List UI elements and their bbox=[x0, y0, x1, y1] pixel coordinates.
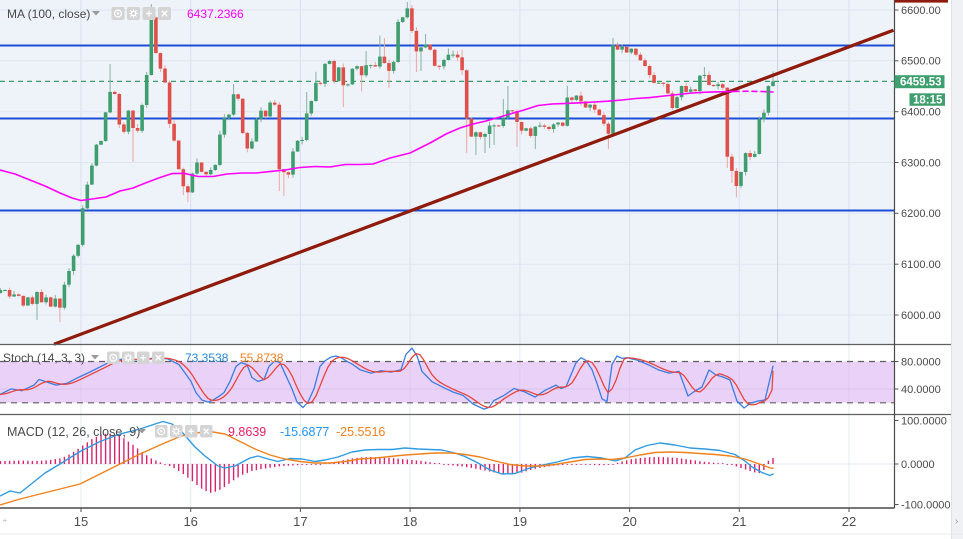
svg-text:80.0000: 80.0000 bbox=[901, 356, 941, 368]
svg-text:19: 19 bbox=[513, 514, 527, 529]
svg-text:0.0000: 0.0000 bbox=[901, 459, 935, 471]
svg-text:Stoch (14, 3, 3): Stoch (14, 3, 3) bbox=[3, 351, 85, 365]
svg-text:6200.00: 6200.00 bbox=[901, 208, 941, 220]
svg-text:6459.53: 6459.53 bbox=[900, 77, 942, 89]
svg-text:6000.00: 6000.00 bbox=[901, 310, 941, 322]
svg-text:73.3538: 73.3538 bbox=[185, 351, 229, 365]
svg-text:15: 15 bbox=[74, 514, 88, 529]
svg-text:⌃: ⌃ bbox=[1, 518, 9, 528]
svg-text:6400.00: 6400.00 bbox=[901, 107, 941, 119]
svg-text:-15.6877: -15.6877 bbox=[280, 425, 329, 439]
svg-text:20: 20 bbox=[622, 514, 636, 529]
svg-text:6100.00: 6100.00 bbox=[901, 259, 941, 271]
svg-text:100.0000: 100.0000 bbox=[901, 415, 947, 427]
svg-text:9.8639: 9.8639 bbox=[228, 425, 266, 439]
svg-text:18: 18 bbox=[403, 514, 417, 529]
svg-text:-100.0000: -100.0000 bbox=[901, 499, 951, 511]
svg-text:21: 21 bbox=[732, 514, 746, 529]
svg-text:18:15: 18:15 bbox=[913, 95, 943, 107]
svg-text:6600.00: 6600.00 bbox=[901, 5, 941, 17]
svg-text:40.0000: 40.0000 bbox=[901, 384, 941, 396]
svg-text:MA (100, close): MA (100, close) bbox=[7, 7, 90, 21]
svg-text:22: 22 bbox=[842, 514, 856, 529]
svg-text:6300.00: 6300.00 bbox=[901, 157, 941, 169]
svg-text:-25.5516: -25.5516 bbox=[336, 425, 385, 439]
svg-text:MACD (12, 26, close, 9): MACD (12, 26, close, 9) bbox=[7, 425, 140, 439]
svg-text:›: › bbox=[955, 516, 958, 527]
svg-text:17: 17 bbox=[293, 514, 307, 529]
svg-text:6437.2366: 6437.2366 bbox=[187, 7, 244, 21]
svg-text:16: 16 bbox=[183, 514, 197, 529]
svg-text:6500.00: 6500.00 bbox=[901, 56, 941, 68]
svg-text:55.8738: 55.8738 bbox=[240, 351, 284, 365]
